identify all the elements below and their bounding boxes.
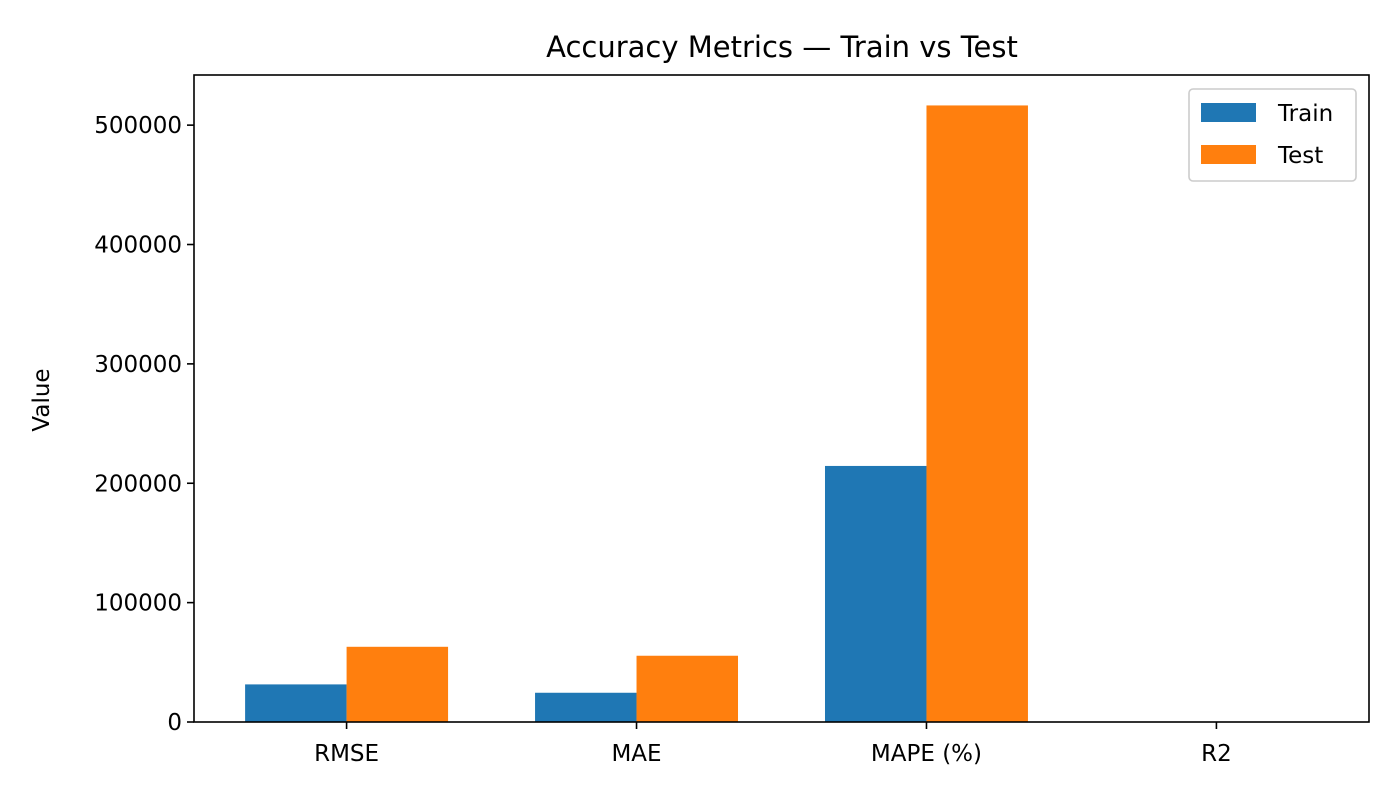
bar-train-rmse [245,684,346,722]
legend: Train Test [1189,89,1356,181]
chart-title: Accuracy Metrics — Train vs Test [546,30,1018,64]
x-axis-ticks: RMSE MAE MAPE (%) R2 [314,722,1232,767]
y-tick-label: 200000 [94,471,182,497]
bar-test-rmse [347,647,448,722]
x-tick-label: RMSE [314,741,379,767]
legend-label-test: Test [1277,143,1323,169]
y-tick-label: 100000 [94,591,182,617]
y-tick-label: 0 [167,710,182,736]
bars-group [245,105,1318,722]
bar-test-mae [637,656,738,722]
legend-swatch-test [1201,145,1256,164]
legend-label-train: Train [1277,101,1333,127]
y-axis-ticks: 0 100000 200000 300000 400000 500000 [94,113,194,736]
y-tick-label: 300000 [94,352,182,378]
legend-swatch-train [1201,103,1256,122]
x-tick-label: MAPE (%) [871,741,982,767]
bar-train-mape [825,466,926,722]
y-tick-label: 500000 [94,113,182,139]
y-axis-label: Value [29,368,55,431]
bar-train-mae [535,693,636,722]
bar-test-mape [926,105,1027,722]
x-tick-label: MAE [611,741,661,767]
x-tick-label: R2 [1201,741,1232,767]
y-tick-label: 400000 [94,233,182,259]
